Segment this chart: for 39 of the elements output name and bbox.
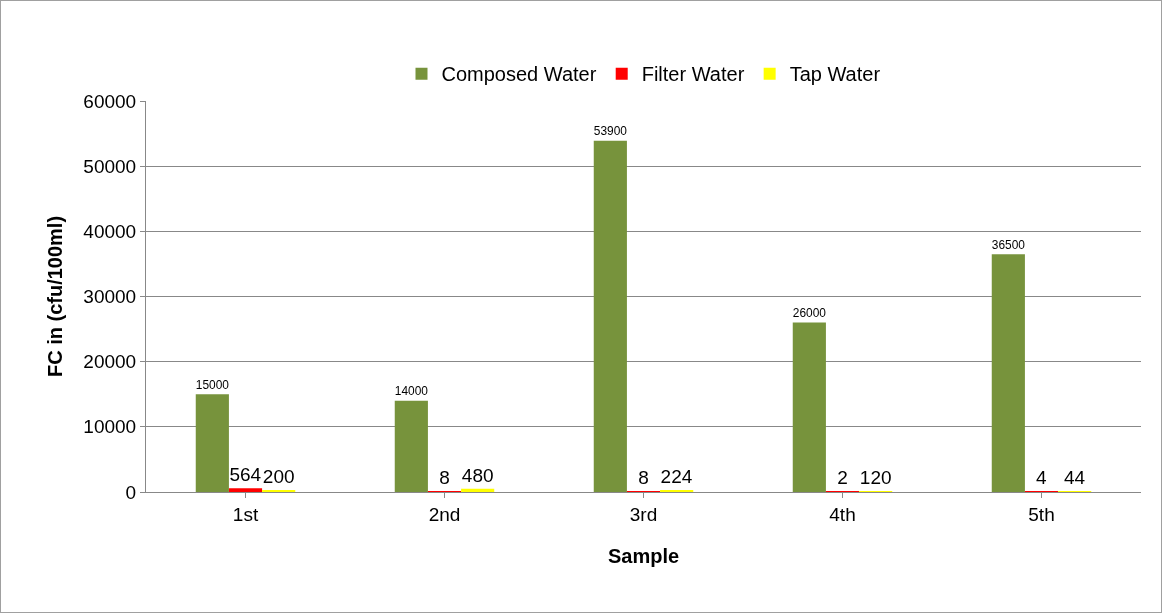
data-label: 36500 — [991, 237, 1026, 252]
data-label: 15000 — [195, 377, 230, 392]
y-axis-title: FC in (cfu/100ml) — [43, 215, 66, 378]
bar — [792, 322, 826, 492]
x-axis-title: Sample — [607, 545, 680, 568]
y-tick-label: 0 — [125, 481, 137, 503]
data-label: 14000 — [394, 384, 429, 399]
bar — [394, 400, 428, 492]
data-label: 26000 — [792, 306, 827, 321]
x-tick-label: 4th — [829, 503, 856, 525]
bar — [195, 394, 229, 492]
y-tick-label: 10000 — [83, 416, 137, 438]
bar — [991, 254, 1025, 492]
x-tick-label: 3rd — [629, 503, 658, 525]
x-tick-label: 2nd — [428, 503, 461, 525]
data-label: 564 — [229, 464, 262, 486]
y-tick-label: 30000 — [83, 286, 137, 308]
legend-label: Filter Water — [641, 63, 745, 86]
data-label: 200 — [262, 466, 295, 487]
y-tick-label: 40000 — [83, 220, 137, 242]
bar — [461, 488, 495, 492]
legend-label: Tap Water — [789, 63, 881, 86]
bar — [593, 140, 627, 492]
data-label: 8 — [638, 467, 649, 488]
y-tick-label: 20000 — [83, 351, 137, 373]
legend-label: Composed Water — [441, 63, 597, 86]
data-label: 224 — [660, 466, 693, 487]
data-label: 480 — [461, 464, 494, 486]
y-tick-label: 50000 — [83, 155, 137, 177]
y-tick-label: 60000 — [83, 90, 137, 112]
data-label: 120 — [859, 467, 892, 488]
x-tick-label: 1st — [232, 503, 259, 525]
x-tick-label: 5th — [1028, 503, 1055, 525]
data-label: 44 — [1063, 467, 1086, 488]
bar — [228, 488, 263, 492]
data-label: 53900 — [593, 124, 628, 139]
data-label: 8 — [439, 467, 450, 488]
data-label: 2 — [837, 467, 848, 488]
data-label: 4 — [1036, 467, 1047, 488]
